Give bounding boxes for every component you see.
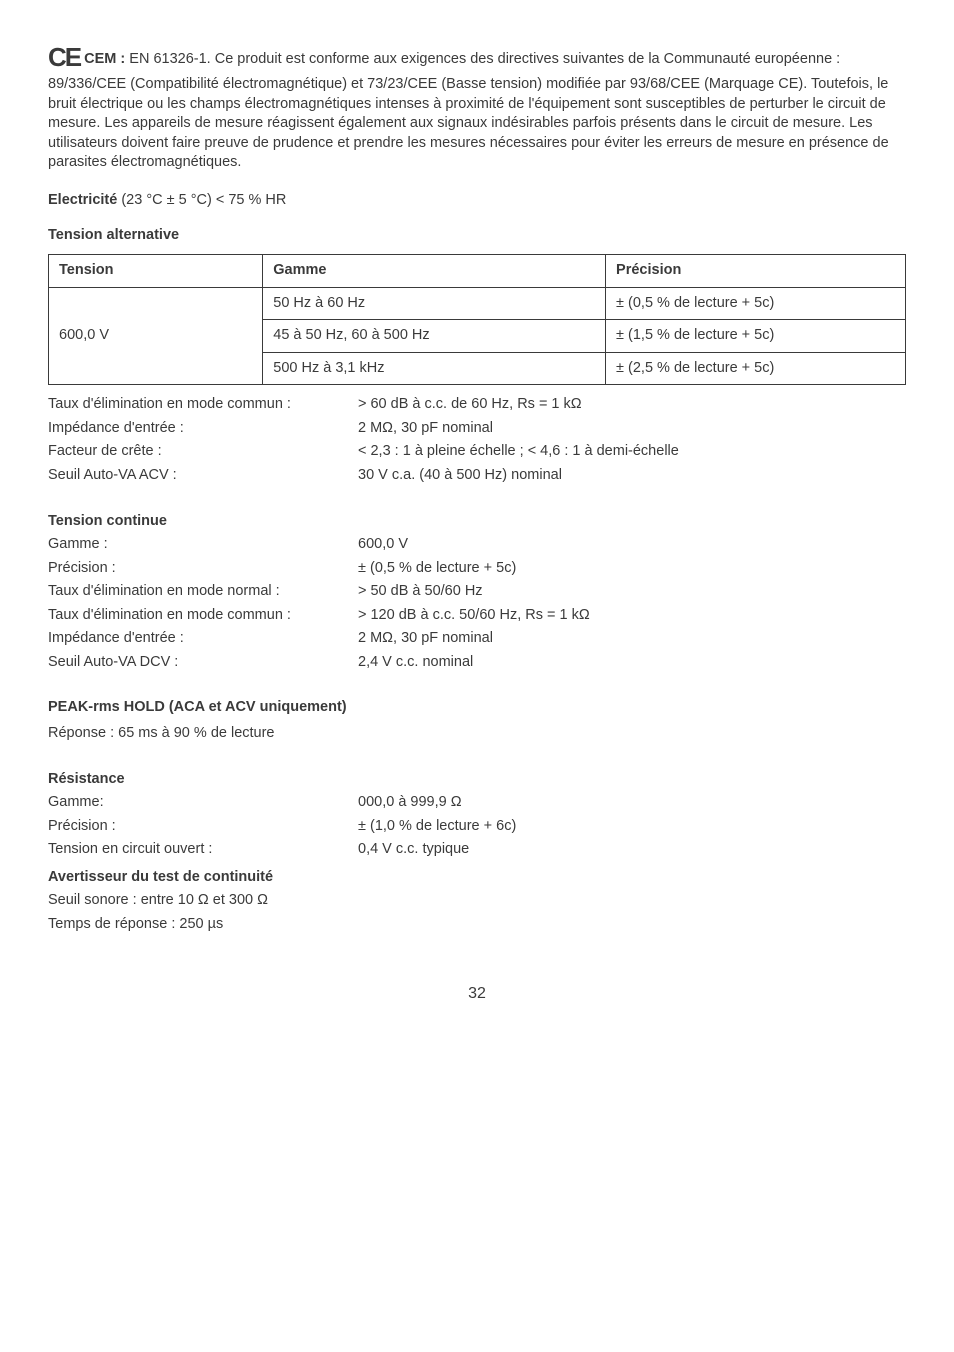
tension-alt-table: Tension Gamme Précision 600,0 V 50 Hz à … — [48, 254, 906, 385]
electricite-line: Electricité (23 °C ± 5 °C) < 75 % HR — [48, 191, 906, 211]
kv-row: Tension en circuit ouvert : 0,4 V c.c. t… — [48, 840, 906, 860]
col-precision: Précision — [606, 255, 906, 288]
kv-label: Taux d'élimination en mode commun : — [48, 395, 358, 415]
table-header-row: Tension Gamme Précision — [49, 255, 906, 288]
electricite-value: (23 °C ± 5 °C) < 75 % HR — [117, 192, 286, 208]
kv-label: Facteur de crête : — [48, 442, 358, 462]
kv-label: Précision : — [48, 559, 358, 579]
kv-value: 000,0 à 999,9 Ω — [358, 793, 906, 813]
kv-row: Taux d'élimination en mode normal : > 50… — [48, 582, 906, 602]
cell-tension: 600,0 V — [49, 287, 263, 385]
kv-value: 600,0 V — [358, 535, 906, 555]
kv-value: 30 V c.a. (40 à 500 Hz) nominal — [358, 466, 906, 486]
kv-label: Tension en circuit ouvert : — [48, 840, 358, 860]
continuity-line: Temps de réponse : 250 µs — [48, 915, 906, 935]
kv-value: > 120 dB à c.c. 50/60 Hz, Rs = 1 kΩ — [358, 606, 906, 626]
kv-row: Seuil Auto-VA DCV : 2,4 V c.c. nominal — [48, 653, 906, 673]
kv-row: Gamme: 000,0 à 999,9 Ω — [48, 793, 906, 813]
kv-row: Impédance d'entrée : 2 MΩ, 30 pF nominal — [48, 629, 906, 649]
kv-value: 2 MΩ, 30 pF nominal — [358, 419, 906, 439]
cell-gamme: 500 Hz à 3,1 kHz — [263, 352, 606, 385]
kv-value: ± (1,0 % de lecture + 6c) — [358, 817, 906, 837]
cell-precision: ± (0,5 % de lecture + 5c) — [606, 287, 906, 320]
kv-row: Seuil Auto-VA ACV : 30 V c.a. (40 à 500 … — [48, 466, 906, 486]
kv-row: Précision : ± (0,5 % de lecture + 5c) — [48, 559, 906, 579]
electricite-label: Electricité — [48, 192, 117, 208]
tension-cont-heading: Tension continue — [48, 512, 906, 532]
kv-label: Seuil Auto-VA ACV : — [48, 466, 358, 486]
table-row: 600,0 V 50 Hz à 60 Hz ± (0,5 % de lectur… — [49, 287, 906, 320]
continuity-line: Seuil sonore : entre 10 Ω et 300 Ω — [48, 891, 906, 911]
kv-label: Taux d'élimination en mode commun : — [48, 606, 358, 626]
kv-row: Taux d'élimination en mode commun : > 60… — [48, 395, 906, 415]
kv-label: Impédance d'entrée : — [48, 629, 358, 649]
kv-label: Gamme : — [48, 535, 358, 555]
cell-gamme: 50 Hz à 60 Hz — [263, 287, 606, 320]
resistance-heading: Résistance — [48, 770, 906, 790]
kv-row: Précision : ± (1,0 % de lecture + 6c) — [48, 817, 906, 837]
tension-alt-heading: Tension alternative — [48, 226, 906, 246]
kv-value: > 50 dB à 50/60 Hz — [358, 582, 906, 602]
col-gamme: Gamme — [263, 255, 606, 288]
kv-row: Gamme : 600,0 V — [48, 535, 906, 555]
cem-label: CEM : — [84, 51, 125, 67]
col-tension: Tension — [49, 255, 263, 288]
cell-precision: ± (2,5 % de lecture + 5c) — [606, 352, 906, 385]
cell-precision: ± (1,5 % de lecture + 5c) — [606, 320, 906, 353]
kv-value: > 60 dB à c.c. de 60 Hz, Rs = 1 kΩ — [358, 395, 906, 415]
kv-row: Taux d'élimination en mode commun : > 12… — [48, 606, 906, 626]
kv-label: Seuil Auto-VA DCV : — [48, 653, 358, 673]
cell-gamme: 45 à 50 Hz, 60 à 500 Hz — [263, 320, 606, 353]
kv-label: Impédance d'entrée : — [48, 419, 358, 439]
kv-label: Taux d'élimination en mode normal : — [48, 582, 358, 602]
page-number: 32 — [48, 983, 906, 1005]
kv-label: Gamme: — [48, 793, 358, 813]
kv-value: 2 MΩ, 30 pF nominal — [358, 629, 906, 649]
kv-row: Impédance d'entrée : 2 MΩ, 30 pF nominal — [48, 419, 906, 439]
cem-text: EN 61326-1. Ce produit est conforme aux … — [48, 51, 889, 170]
peak-heading: PEAK-rms HOLD (ACA et ACV uniquement) — [48, 698, 906, 718]
kv-value: 0,4 V c.c. typique — [358, 840, 906, 860]
kv-value: ± (0,5 % de lecture + 5c) — [358, 559, 906, 579]
kv-value: 2,4 V c.c. nominal — [358, 653, 906, 673]
kv-row: Facteur de crête : < 2,3 : 1 à pleine éc… — [48, 442, 906, 462]
peak-text: Réponse : 65 ms à 90 % de lecture — [48, 724, 906, 744]
kv-value: < 2,3 : 1 à pleine échelle ; < 4,6 : 1 à… — [358, 442, 906, 462]
cem-paragraph: CE CEM : EN 61326-1. Ce produit est conf… — [48, 40, 906, 173]
continuity-heading: Avertisseur du test de continuité — [48, 868, 906, 888]
ce-mark-icon: CE — [48, 42, 80, 72]
kv-label: Précision : — [48, 817, 358, 837]
